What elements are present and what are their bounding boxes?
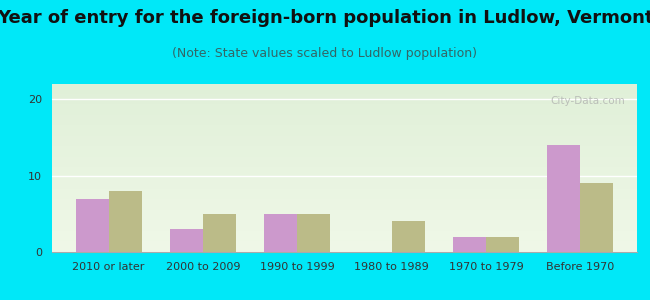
Bar	[265, 214, 297, 252]
Bar	[170, 229, 203, 252]
Bar	[297, 214, 330, 252]
Bar	[547, 145, 580, 252]
Bar	[392, 221, 424, 252]
Bar	[486, 237, 519, 252]
Text: Year of entry for the foreign-born population in Ludlow, Vermont: Year of entry for the foreign-born popul…	[0, 9, 650, 27]
Text: (Note: State values scaled to Ludlow population): (Note: State values scaled to Ludlow pop…	[172, 46, 478, 59]
Bar	[109, 191, 142, 252]
Text: City-Data.com: City-Data.com	[551, 96, 625, 106]
Bar	[453, 237, 486, 252]
Bar	[75, 199, 109, 252]
Bar	[203, 214, 236, 252]
Bar	[580, 183, 614, 252]
